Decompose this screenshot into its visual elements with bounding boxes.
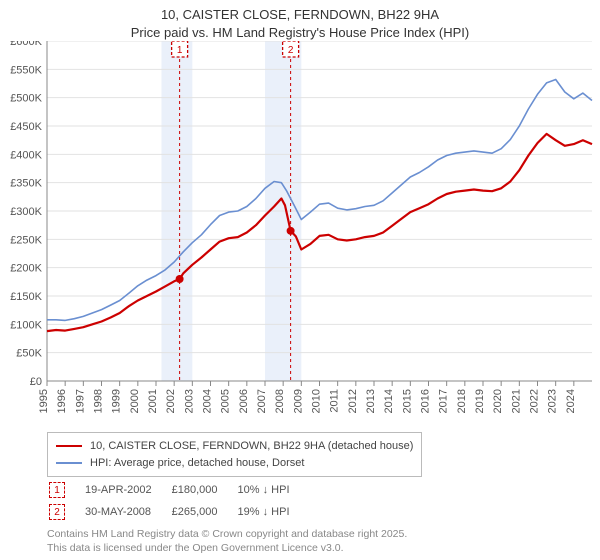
chart-title: 10, CAISTER CLOSE, FERNDOWN, BH22 9HA Pr…	[0, 0, 600, 41]
x-tick-label: 2018	[456, 389, 468, 413]
x-tick-label: 2009	[292, 389, 304, 413]
marker-price: £265,000	[172, 502, 236, 522]
marker-delta: 10% ↓ HPI	[238, 480, 308, 500]
legend-swatch	[56, 445, 82, 447]
y-tick-label: £50K	[16, 348, 42, 360]
legend: 10, CAISTER CLOSE, FERNDOWN, BH22 9HA (d…	[47, 432, 422, 477]
x-tick-label: 2010	[311, 389, 323, 413]
x-tick-label: 2000	[129, 389, 141, 413]
x-tick-label: 1998	[93, 389, 105, 413]
x-tick-label: 1997	[74, 389, 86, 413]
y-tick-label: £500K	[10, 93, 42, 105]
x-tick-label: 2002	[165, 389, 177, 413]
legend-row: HPI: Average price, detached house, Dors…	[56, 455, 413, 472]
x-tick-label: 2015	[401, 389, 413, 413]
y-tick-label: £100K	[10, 319, 42, 331]
marker-table: 1 19-APR-2002£180,00010% ↓ HPI 2 30-MAY-200…	[47, 478, 310, 524]
x-tick-label: 2003	[183, 389, 195, 413]
x-tick-label: 2005	[220, 389, 232, 413]
chart-marker-id: 2	[288, 45, 294, 56]
x-tick-label: 1999	[111, 389, 123, 413]
legend-label: HPI: Average price, detached house, Dors…	[90, 455, 304, 472]
y-tick-label: £450K	[10, 121, 42, 133]
chart-marker-id: 1	[177, 45, 183, 56]
x-tick-label: 2024	[565, 389, 577, 413]
y-tick-label: £600K	[10, 41, 42, 48]
marker-table-row: 1 19-APR-2002£180,00010% ↓ HPI	[49, 480, 308, 500]
x-tick-label: 1995	[38, 389, 50, 413]
x-tick-label: 2014	[383, 389, 395, 413]
x-tick-label: 2004	[202, 389, 214, 413]
marker-price: £180,000	[172, 480, 236, 500]
x-tick-label: 2016	[420, 389, 432, 413]
y-tick-label: £550K	[10, 64, 42, 76]
x-tick-label: 2006	[238, 389, 250, 413]
y-tick-label: £350K	[10, 178, 42, 190]
y-tick-label: £300K	[10, 206, 42, 218]
y-tick-label: £0	[30, 376, 42, 388]
footer-line-1: Contains HM Land Registry data © Crown c…	[47, 528, 407, 540]
x-tick-label: 2021	[510, 389, 522, 413]
x-tick-label: 2023	[547, 389, 559, 413]
footer-line-2: This data is licensed under the Open Gov…	[47, 542, 344, 554]
x-tick-label: 2007	[256, 389, 268, 413]
x-tick-label: 2013	[365, 389, 377, 413]
series-hpi	[47, 80, 592, 321]
legend-row: 10, CAISTER CLOSE, FERNDOWN, BH22 9HA (d…	[56, 438, 413, 455]
marker-table-row: 2 30-MAY-2008£265,00019% ↓ HPI	[49, 502, 308, 522]
marker-delta: 19% ↓ HPI	[238, 502, 308, 522]
x-tick-label: 2020	[492, 389, 504, 413]
marker-date: 19-APR-2002	[85, 480, 170, 500]
marker-id-box: 2	[49, 504, 65, 520]
x-tick-label: 1996	[56, 389, 68, 413]
y-tick-label: £200K	[10, 263, 42, 275]
line-chart: £0 £50K £100K £150K £200K £250K £300K £350K £400…	[0, 41, 600, 429]
x-tick-label: 2019	[474, 389, 486, 413]
x-tick-label: 2022	[529, 389, 541, 413]
footer-note: Contains HM Land Registry data © Crown c…	[47, 528, 407, 555]
marker-date: 30-MAY-2008	[85, 502, 170, 522]
x-tick-label: 2011	[329, 389, 341, 413]
chart-container: 10, CAISTER CLOSE, FERNDOWN, BH22 9HA Pr…	[0, 0, 600, 560]
chart-title-subtitle: Price paid vs. HM Land Registry's House …	[131, 25, 469, 40]
x-tick-label: 2012	[347, 389, 359, 413]
y-tick-label: £150K	[10, 291, 42, 303]
y-tick-label: £250K	[10, 234, 42, 246]
x-tick-label: 2008	[274, 389, 286, 413]
legend-label: 10, CAISTER CLOSE, FERNDOWN, BH22 9HA (d…	[90, 438, 413, 455]
marker-id-box: 1	[49, 482, 65, 498]
x-tick-label: 2017	[438, 389, 450, 413]
x-tick-label: 2001	[147, 389, 159, 413]
series-price_paid	[47, 134, 592, 331]
chart-title-address: 10, CAISTER CLOSE, FERNDOWN, BH22 9HA	[161, 7, 439, 22]
y-tick-label: £400K	[10, 149, 42, 161]
legend-swatch	[56, 462, 82, 464]
